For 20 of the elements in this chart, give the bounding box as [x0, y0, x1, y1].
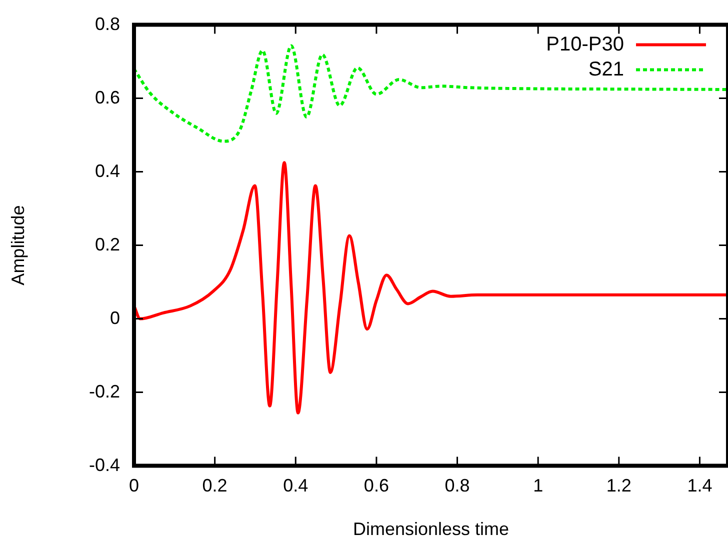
y-tick-label: -0.2: [88, 381, 120, 402]
y-tick-label: 0.6: [94, 87, 120, 108]
legend-label: S21: [588, 58, 624, 80]
x-tick-label: 0.4: [283, 476, 308, 496]
y-tick-label: 0.8: [94, 14, 120, 34]
y-tick-label: -0.4: [88, 454, 120, 475]
y-tick-label: 0.2: [94, 234, 120, 254]
x-tick-label: 1.2: [606, 476, 632, 496]
x-tick-label: 0.8: [444, 476, 470, 496]
y-tick-label: 0: [110, 308, 120, 328]
x-tick-label: 0.2: [202, 476, 228, 496]
line-series: [134, 161, 728, 414]
legend-label: P10-P30: [546, 33, 624, 56]
x-axis-title: Dimensionless time: [352, 519, 510, 540]
y-axis-title: Amplitude: [8, 205, 28, 286]
x-tick-label: 0.6: [364, 476, 389, 496]
x-tick-label: 0: [128, 476, 140, 496]
x-tick-label: 1.4: [687, 476, 712, 496]
y-tick-label: 0.4: [94, 160, 120, 181]
x-tick-label: 1: [533, 476, 544, 496]
